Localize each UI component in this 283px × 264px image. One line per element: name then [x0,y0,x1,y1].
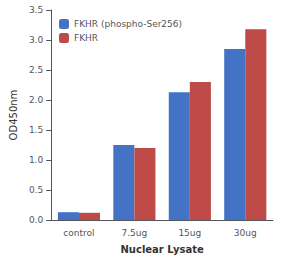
svg-text:2.0: 2.0 [29,95,44,105]
svg-text:FKHR (phospho-Ser256): FKHR (phospho-Ser256) [74,19,182,29]
svg-text:1.0: 1.0 [29,155,44,165]
svg-text:3.0: 3.0 [29,35,44,45]
svg-text:1.5: 1.5 [29,125,43,135]
svg-text:OD450nm: OD450nm [8,90,19,141]
svg-text:Nuclear Lysate: Nuclear Lysate [120,244,203,255]
svg-text:30ug: 30ug [234,228,257,238]
svg-text:0.5: 0.5 [29,185,43,195]
svg-text:control: control [63,228,94,238]
svg-text:2.5: 2.5 [29,65,43,75]
svg-text:0.0: 0.0 [29,215,44,225]
svg-text:3.5: 3.5 [29,5,43,15]
svg-text:FKHR: FKHR [74,33,98,43]
svg-text:7.5ug: 7.5ug [122,228,148,238]
svg-text:15ug: 15ug [178,228,201,238]
